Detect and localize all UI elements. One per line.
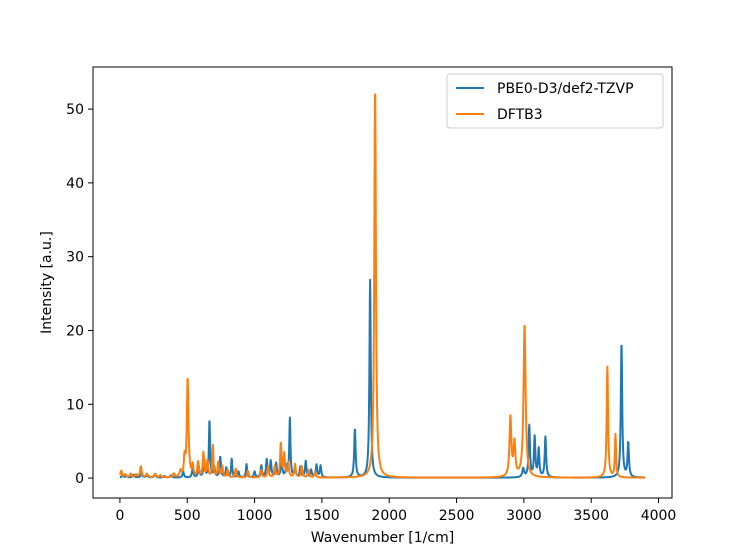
x-axis: 0 500 1000 1500 2000 2500 3000 3500 4000 bbox=[115, 498, 676, 524]
plot-area bbox=[118, 93, 646, 479]
legend-label-pbe0: PBE0-D3/def2-TZVP bbox=[497, 81, 634, 97]
y-tick-label: 20 bbox=[66, 323, 84, 339]
x-tick-label: 2000 bbox=[371, 508, 407, 524]
y-tick-label: 10 bbox=[66, 397, 84, 413]
y-tick-label: 0 bbox=[75, 471, 84, 487]
x-tick-label: 3500 bbox=[573, 508, 609, 524]
legend: PBE0-D3/def2-TZVP DFTB3 bbox=[446, 73, 664, 129]
y-axis: 0 10 20 30 40 50 bbox=[66, 102, 93, 487]
y-tick-label: 50 bbox=[66, 102, 84, 118]
x-tick-label: 500 bbox=[174, 508, 201, 524]
y-axis-label: Intensity [a.u.] bbox=[39, 231, 55, 334]
x-tick-label: 4000 bbox=[641, 508, 677, 524]
series-line-1 bbox=[118, 93, 646, 479]
x-tick-label: 3000 bbox=[506, 508, 542, 524]
x-axis-label: Wavenumber [1/cm] bbox=[311, 530, 454, 546]
axes-frame bbox=[92, 66, 673, 499]
x-tick-label: 1500 bbox=[304, 508, 340, 524]
x-tick-label: 2500 bbox=[439, 508, 475, 524]
x-tick-label: 0 bbox=[115, 508, 124, 524]
legend-box bbox=[446, 73, 664, 129]
legend-label-dftb3: DFTB3 bbox=[497, 107, 543, 123]
x-tick-label: 1000 bbox=[237, 508, 273, 524]
y-tick-label: 40 bbox=[66, 176, 84, 192]
y-tick-label: 30 bbox=[66, 250, 84, 266]
